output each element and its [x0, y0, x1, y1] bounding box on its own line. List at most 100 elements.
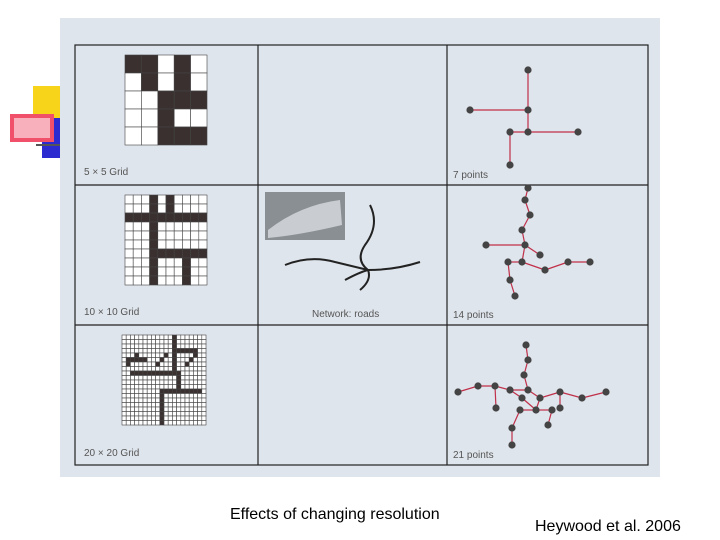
grid-cell — [159, 397, 165, 403]
grid-cell — [172, 402, 177, 408]
grid-cell — [172, 420, 177, 426]
grid-cell — [173, 72, 191, 92]
grid-cell — [132, 230, 142, 241]
grid-cell — [142, 397, 148, 403]
grid-cell — [130, 415, 135, 421]
network-edge — [559, 391, 583, 399]
grid-cell — [184, 334, 190, 340]
grid-cell — [167, 370, 173, 376]
network-node — [511, 292, 519, 300]
grid-cell — [184, 379, 190, 385]
grid-cell — [130, 357, 135, 363]
grid-cell — [146, 388, 152, 394]
grid-cell — [163, 420, 169, 426]
grid-cell — [173, 54, 191, 74]
grid-cell — [176, 393, 182, 399]
network-node — [506, 386, 514, 394]
grid-cell — [134, 406, 140, 412]
grid-cell — [172, 339, 177, 345]
grid-cell — [142, 370, 148, 376]
grid-cell — [157, 72, 175, 92]
grid-cell — [151, 411, 156, 417]
grid-cell — [182, 248, 191, 259]
grid-cell — [125, 411, 131, 417]
network-node — [602, 388, 610, 396]
network-node — [564, 258, 572, 266]
grid-cell — [155, 352, 161, 358]
grid-cell — [167, 379, 173, 385]
grid-cell — [201, 352, 207, 358]
grid-cell — [167, 406, 173, 412]
grid-cell — [132, 275, 142, 286]
grid-cell — [146, 348, 152, 354]
grid-cell — [193, 361, 198, 367]
grid-cell — [138, 411, 144, 417]
grid-cell — [149, 230, 159, 241]
grid-cell — [138, 334, 144, 340]
grid-cell — [124, 72, 142, 92]
grid-cell — [146, 343, 152, 349]
grid-cell — [193, 384, 198, 390]
grid-cell — [176, 343, 182, 349]
network-node — [518, 394, 526, 402]
grid-cell — [141, 194, 150, 205]
grid-cell — [197, 352, 203, 358]
grid-cell — [125, 339, 131, 345]
grid-cell — [142, 388, 148, 394]
grid-cell — [180, 370, 186, 376]
grid-cell — [190, 239, 200, 250]
grid-cell — [176, 397, 182, 403]
grid-cell — [121, 384, 127, 390]
grid-cell — [184, 348, 190, 354]
grid-cell — [188, 343, 194, 349]
caption: Effects of changing resolution — [230, 506, 440, 523]
grid-cell — [180, 420, 186, 426]
grid-cell — [201, 420, 207, 426]
grid-cell — [138, 361, 144, 367]
grid-cell — [180, 384, 186, 390]
network-node — [556, 388, 564, 396]
network-node — [518, 226, 526, 234]
grid-cell — [197, 411, 203, 417]
grid-cell — [141, 257, 150, 268]
grid-cell — [176, 339, 182, 345]
grid-cell — [201, 343, 207, 349]
grid-cell — [134, 411, 140, 417]
grid-cell — [193, 411, 198, 417]
grid-cell — [130, 366, 135, 372]
grid-cell — [190, 72, 208, 92]
grid-cell — [151, 352, 156, 358]
grid-cell — [142, 393, 148, 399]
grid-cell — [165, 230, 175, 241]
grid-cell — [167, 361, 173, 367]
grid-cell — [163, 397, 169, 403]
grid-cell — [151, 393, 156, 399]
network-node — [574, 128, 582, 136]
grid-cell — [173, 239, 183, 250]
grid-cell — [190, 126, 208, 146]
grid-cell — [176, 388, 182, 394]
grid-cell — [125, 375, 131, 381]
grid-cell — [149, 257, 159, 268]
grid-cell — [176, 384, 182, 390]
grid-cell — [142, 348, 148, 354]
grid-cell — [193, 348, 198, 354]
grid-cell — [201, 406, 207, 412]
grid-cell — [157, 108, 175, 128]
grid-cell — [173, 221, 183, 232]
grid-cell — [198, 203, 208, 214]
grid-cell — [125, 415, 131, 421]
grid-cell — [188, 334, 194, 340]
grid-cell — [124, 248, 134, 259]
panel-label: 20 × 20 Grid — [84, 448, 139, 459]
network-node — [508, 441, 516, 449]
grid-cell — [124, 266, 134, 277]
grid-cell — [182, 275, 191, 286]
grid-cell — [149, 239, 159, 250]
grid-cell — [125, 343, 131, 349]
panel-label: 21 points — [453, 450, 494, 461]
grid-cell — [167, 343, 173, 349]
grid-cell — [159, 393, 165, 399]
grid-cell — [151, 397, 156, 403]
grid-cell — [138, 375, 144, 381]
